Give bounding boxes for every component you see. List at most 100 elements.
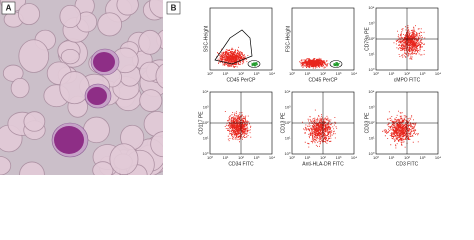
- event-dots: [302, 109, 338, 148]
- figure: A B 10⁰ 10¹ 10² 10³ 10⁴ CD45 PerCP SSC-Height 1…: [0, 0, 474, 175]
- red-cell: [97, 12, 123, 37]
- red-cell: [149, 0, 163, 19]
- y-tick-label: 10⁴: [202, 89, 208, 94]
- x-tick-label: 10⁰: [289, 155, 295, 160]
- x-axis-label: CD3 FITC: [396, 161, 419, 167]
- x-tick-label: 10⁰: [207, 71, 213, 76]
- red-cell: [10, 77, 30, 99]
- plot-frame: [291, 91, 355, 155]
- red-cell: [155, 63, 163, 89]
- micrograph: [0, 0, 163, 175]
- label-box: [166, 1, 181, 15]
- x-tick-label: 10⁰: [373, 155, 379, 160]
- label-box: [1, 1, 16, 15]
- x-tick-label: 10³: [336, 155, 342, 160]
- red-cell: [18, 39, 50, 73]
- red-cell: [150, 131, 163, 158]
- panel-label: A: [6, 4, 12, 13]
- flow-plot: 10⁰ 10¹ 10² 10³ 10⁴ CD45 PerCP FSC-Height: [285, 7, 357, 83]
- panel-label: B: [171, 4, 177, 13]
- x-tick-label: 10³: [420, 71, 426, 76]
- x-tick-label: 10⁴: [435, 155, 441, 160]
- event-dots: [216, 46, 249, 68]
- red-cell: [0, 156, 12, 175]
- x-tick-label: 10²: [238, 155, 244, 160]
- red-cell: [60, 48, 80, 65]
- gated-dots: [251, 61, 258, 67]
- y-tick-label: 10²: [285, 120, 291, 125]
- x-tick-label: 10¹: [223, 71, 229, 76]
- y-tick-label: 10³: [285, 105, 291, 110]
- y-tick-label: 10²: [369, 120, 375, 125]
- y-tick-label: 10²: [369, 36, 375, 41]
- red-cell: [59, 71, 90, 105]
- x-tick-label: 10³: [254, 71, 260, 76]
- x-tick-label: 10⁰: [207, 155, 213, 160]
- panel-b-background: [165, 0, 474, 175]
- y-axis-label: CD13 PE: [280, 112, 286, 134]
- x-tick-label: 10¹: [389, 155, 395, 160]
- plot-frame: [209, 7, 273, 71]
- red-cell: [19, 161, 45, 175]
- x-tick-label: 10¹: [305, 71, 311, 76]
- red-cell: [116, 0, 139, 16]
- nucleus: [93, 52, 115, 72]
- y-tick-label: 10³: [369, 21, 375, 26]
- y-tick-label: 10¹: [285, 136, 291, 141]
- red-cell: [59, 4, 82, 29]
- y-axis-label: CD79a PE: [364, 27, 370, 51]
- y-axis-label: CD117 PE: [198, 111, 204, 135]
- x-tick-label: 10²: [320, 71, 326, 76]
- x-tick-label: 10⁴: [269, 71, 275, 76]
- red-cell: [109, 143, 139, 175]
- y-tick-label: 10⁴: [284, 89, 290, 94]
- y-tick-label: 10³: [203, 105, 209, 110]
- red-cell: [92, 161, 114, 175]
- nucleus: [54, 126, 84, 154]
- x-tick-label: 10²: [238, 71, 244, 76]
- x-tick-label: 10²: [320, 155, 326, 160]
- x-tick-label: 10¹: [389, 71, 395, 76]
- x-axis-label: CD45 PerCP: [227, 77, 257, 83]
- x-tick-label: 10³: [336, 71, 342, 76]
- x-tick-label: 10⁴: [269, 155, 275, 160]
- x-axis-label: Anti-HLA-DR FITC: [302, 161, 344, 167]
- x-tick-label: 10⁰: [289, 71, 295, 76]
- y-tick-label: 10⁴: [368, 89, 374, 94]
- y-tick-label: 10⁴: [368, 5, 374, 10]
- y-tick-label: 10³: [369, 105, 375, 110]
- x-tick-label: 10²: [404, 155, 410, 160]
- event-dots: [299, 57, 329, 69]
- gate: [214, 29, 253, 65]
- red-cell: [23, 111, 46, 132]
- x-tick-label: 10⁴: [435, 71, 441, 76]
- x-tick-label: 10¹: [223, 155, 229, 160]
- nucleus: [87, 87, 107, 105]
- plot-frame: [375, 91, 439, 155]
- y-tick-label: 10⁰: [284, 151, 290, 156]
- x-axis-label: cMPO FITC: [394, 77, 421, 83]
- y-axis-label: SSC-Height: [203, 25, 209, 52]
- x-tick-label: 10¹: [305, 155, 311, 160]
- red-cell: [139, 89, 163, 112]
- x-tick-label: 10⁰: [373, 71, 379, 76]
- y-tick-label: 10⁰: [368, 151, 374, 156]
- event-dots: [224, 111, 252, 143]
- event-dots: [393, 25, 426, 60]
- red-cell: [17, 3, 41, 26]
- gated-dots: [333, 62, 340, 67]
- y-tick-label: 10¹: [203, 136, 209, 141]
- event-dots: [382, 110, 419, 149]
- x-tick-label: 10⁴: [351, 71, 357, 76]
- page: A B 10⁰ 10¹ 10² 10³ 10⁴ CD45 PerCP SSC-Height 1…: [0, 0, 474, 175]
- x-axis-label: CD34 FITC: [228, 161, 254, 167]
- plot-frame: [291, 7, 355, 71]
- y-tick-label: 10⁰: [202, 151, 208, 156]
- gate: [247, 60, 261, 68]
- y-tick-label: 10¹: [369, 136, 375, 141]
- x-tick-label: 10³: [420, 155, 426, 160]
